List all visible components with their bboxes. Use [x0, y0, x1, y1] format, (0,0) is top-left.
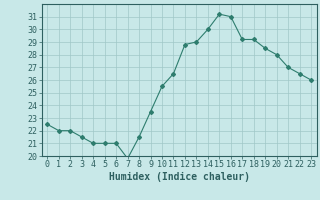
- X-axis label: Humidex (Indice chaleur): Humidex (Indice chaleur): [109, 172, 250, 182]
